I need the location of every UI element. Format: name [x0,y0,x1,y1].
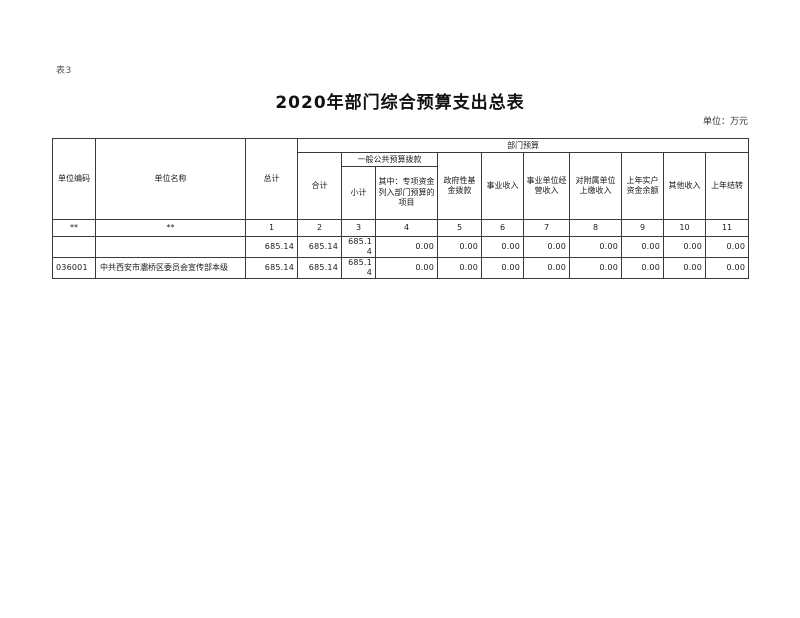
column-header-carryover: 上年结转 [704,152,750,220]
cell-subtotal: 685.14 [341,257,376,279]
column-number-cell: 10 [663,219,706,237]
column-header-general-public-budget: 一般公共预算拨款 [341,152,438,167]
cell-subtotal-all: 685.14 [297,257,342,279]
cell-subtotal-all: 685.14 [297,236,342,258]
column-number-cell: 5 [437,219,482,237]
cell-special-fund-project: 0.00 [375,236,438,258]
column-number-cell: 1 [245,219,298,237]
cell-other-income: 0.00 [663,257,706,279]
column-header-government-fund: 政府性基金拨款 [437,152,482,220]
cell-subordinate-payment: 0.00 [569,236,622,258]
budget-expenditure-table: 单位编码 单位名称 总计 部门预算 合计 一般公共预算拨款 政府性基金拨款 事业… [52,138,750,279]
column-number-cell: 7 [523,219,570,237]
column-header-special-fund-project: 其中：专项资金列入部门预算的项目 [375,166,438,220]
cell-subordinate-payment: 0.00 [569,257,622,279]
column-header-business-income: 事业收入 [481,152,524,220]
cell-operating-income: 0.00 [523,236,570,258]
budget-table-container: 单位编码 单位名称 总计 部门预算 合计 一般公共预算拨款 政府性基金拨款 事业… [52,138,750,279]
column-number-cell: 4 [375,219,438,237]
cell-unit-code: 036001 [52,257,96,279]
cell-business-income: 0.00 [481,257,524,279]
table-row: 036001 中共西安市灞桥区委员会宣传部本级 685.14 685.14 68… [52,257,750,279]
cell-special-fund-project: 0.00 [375,257,438,279]
column-number-cell: ** [52,219,96,237]
cell-subtotal: 685.14 [341,236,376,258]
cell-operating-income: 0.00 [523,257,570,279]
column-header-other-income: 其他收入 [663,152,706,220]
cell-carryover: 0.00 [704,257,750,279]
cell-total: 685.14 [245,236,298,258]
column-header-total: 总计 [245,138,298,220]
cell-government-fund: 0.00 [437,257,482,279]
table-header-row: 小计 其中：专项资金列入部门预算的项目 [53,166,749,220]
column-number-cell: 2 [297,219,342,237]
cell-business-income: 0.00 [481,236,524,258]
column-number-cell: 8 [569,219,622,237]
column-header-unit-code: 单位编码 [52,138,96,220]
cell-prior-year-balance: 0.00 [621,236,664,258]
column-header-prior-year-balance: 上年实户资金余额 [621,152,664,220]
column-number-cell: 3 [341,219,376,237]
table-subgroup-header-row: 合计 一般公共预算拨款 政府性基金拨款 事业收入 事业单位经营收入 对附属单位上… [53,152,750,220]
column-header-department-budget: 部门预算 [296,138,750,153]
cell-unit-name [95,236,246,258]
table-column-number-row: ** ** 1 2 3 4 5 6 7 8 9 10 11 [52,219,750,237]
column-number-cell: 6 [481,219,524,237]
table-group-header-row: 单位编码 单位名称 总计 部门预算 [52,138,750,220]
column-header-operating-income: 事业单位经营收入 [523,152,570,220]
cell-carryover: 0.00 [704,236,750,258]
column-header-subtotal: 小计 [341,166,376,220]
column-number-cell: 9 [621,219,664,237]
column-header-unit-name: 单位名称 [95,138,246,220]
cell-total: 685.14 [245,257,298,279]
column-number-cell: ** [95,219,246,237]
cell-unit-code [52,236,96,258]
cell-prior-year-balance: 0.00 [621,257,664,279]
unit-note: 单位：万元 [702,117,748,127]
column-header-subordinate-payment: 对附属单位上缴收入 [569,152,622,220]
table-row: 685.14 685.14 685.14 0.00 0.00 0.00 0.00… [52,236,750,258]
cell-government-fund: 0.00 [437,236,482,258]
column-number-cell: 11 [704,219,750,237]
cell-unit-name: 中共西安市灞桥区委员会宣传部本级 [95,257,246,279]
column-header-subtotal-all: 合计 [297,152,342,220]
cell-other-income: 0.00 [663,236,706,258]
page-title: 2020年部门综合预算支出总表 [275,93,525,113]
sheet-label: 表3 [56,66,72,76]
